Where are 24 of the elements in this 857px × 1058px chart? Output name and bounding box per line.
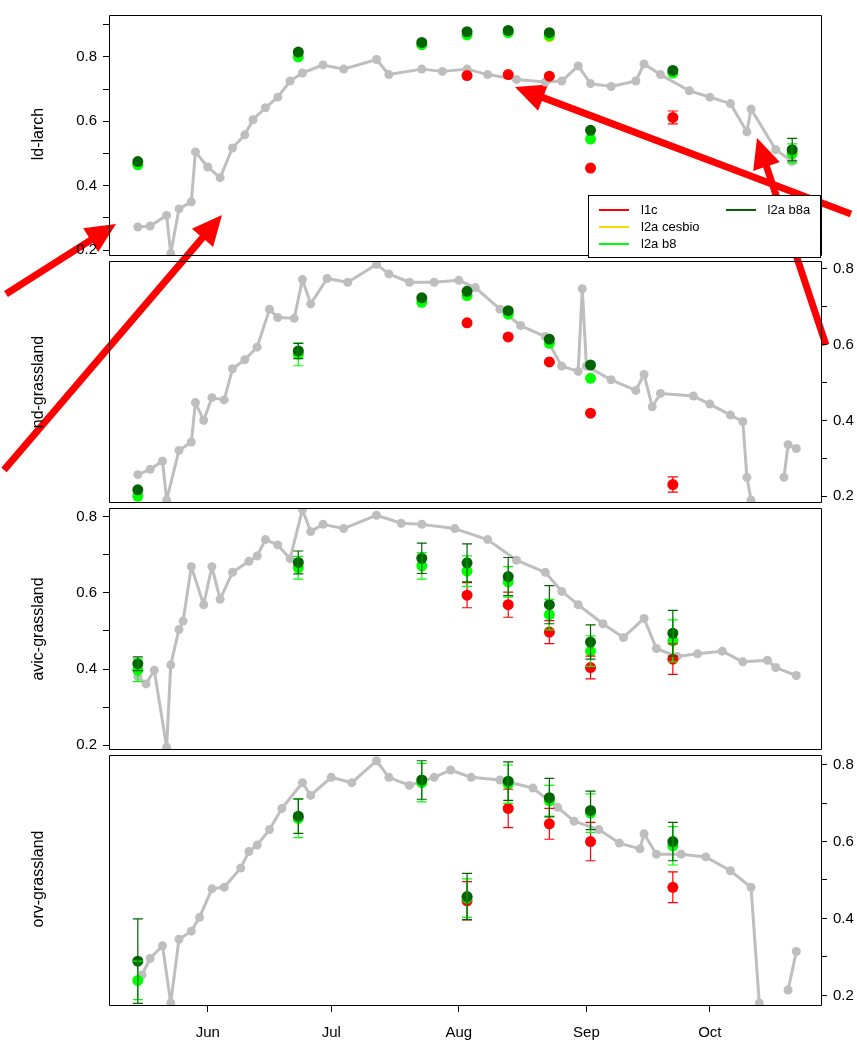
x-tick-label: Jun xyxy=(195,1023,220,1041)
x-tick-label: Aug xyxy=(445,1023,473,1041)
y-tick-label: 0.8 xyxy=(833,258,854,276)
legend-label: l2a b8a xyxy=(767,202,811,217)
legend-label: l2a cesbio xyxy=(641,219,700,234)
y-tick-label: 0.2 xyxy=(833,486,854,504)
y-axis-title: ld-larch xyxy=(29,107,47,161)
y-axis-title: avic-grassland xyxy=(29,576,47,681)
y-tick-label: 0.2 xyxy=(76,735,97,753)
y-tick-label: 0.4 xyxy=(76,175,97,193)
y-tick-label: 0.6 xyxy=(76,583,97,601)
x-tick-label: Jul xyxy=(321,1023,341,1041)
y-tick-label: 0.6 xyxy=(76,111,97,129)
y-tick-label: 0.4 xyxy=(833,410,854,428)
y-tick-label: 0.8 xyxy=(76,47,97,65)
y-axis-title: orv-grassland xyxy=(29,830,47,927)
y-tick-label: 0.4 xyxy=(76,659,97,677)
y-tick-label: 0.6 xyxy=(833,334,854,352)
y-tick-label: 0.8 xyxy=(76,506,97,524)
legend-label: l2a b8 xyxy=(641,236,677,251)
y-axis-title: nd-grassland xyxy=(29,335,47,428)
legend-label: l1c xyxy=(641,202,658,217)
x-tick-label: Sep xyxy=(573,1023,600,1041)
x-tick-label: Oct xyxy=(698,1023,723,1041)
